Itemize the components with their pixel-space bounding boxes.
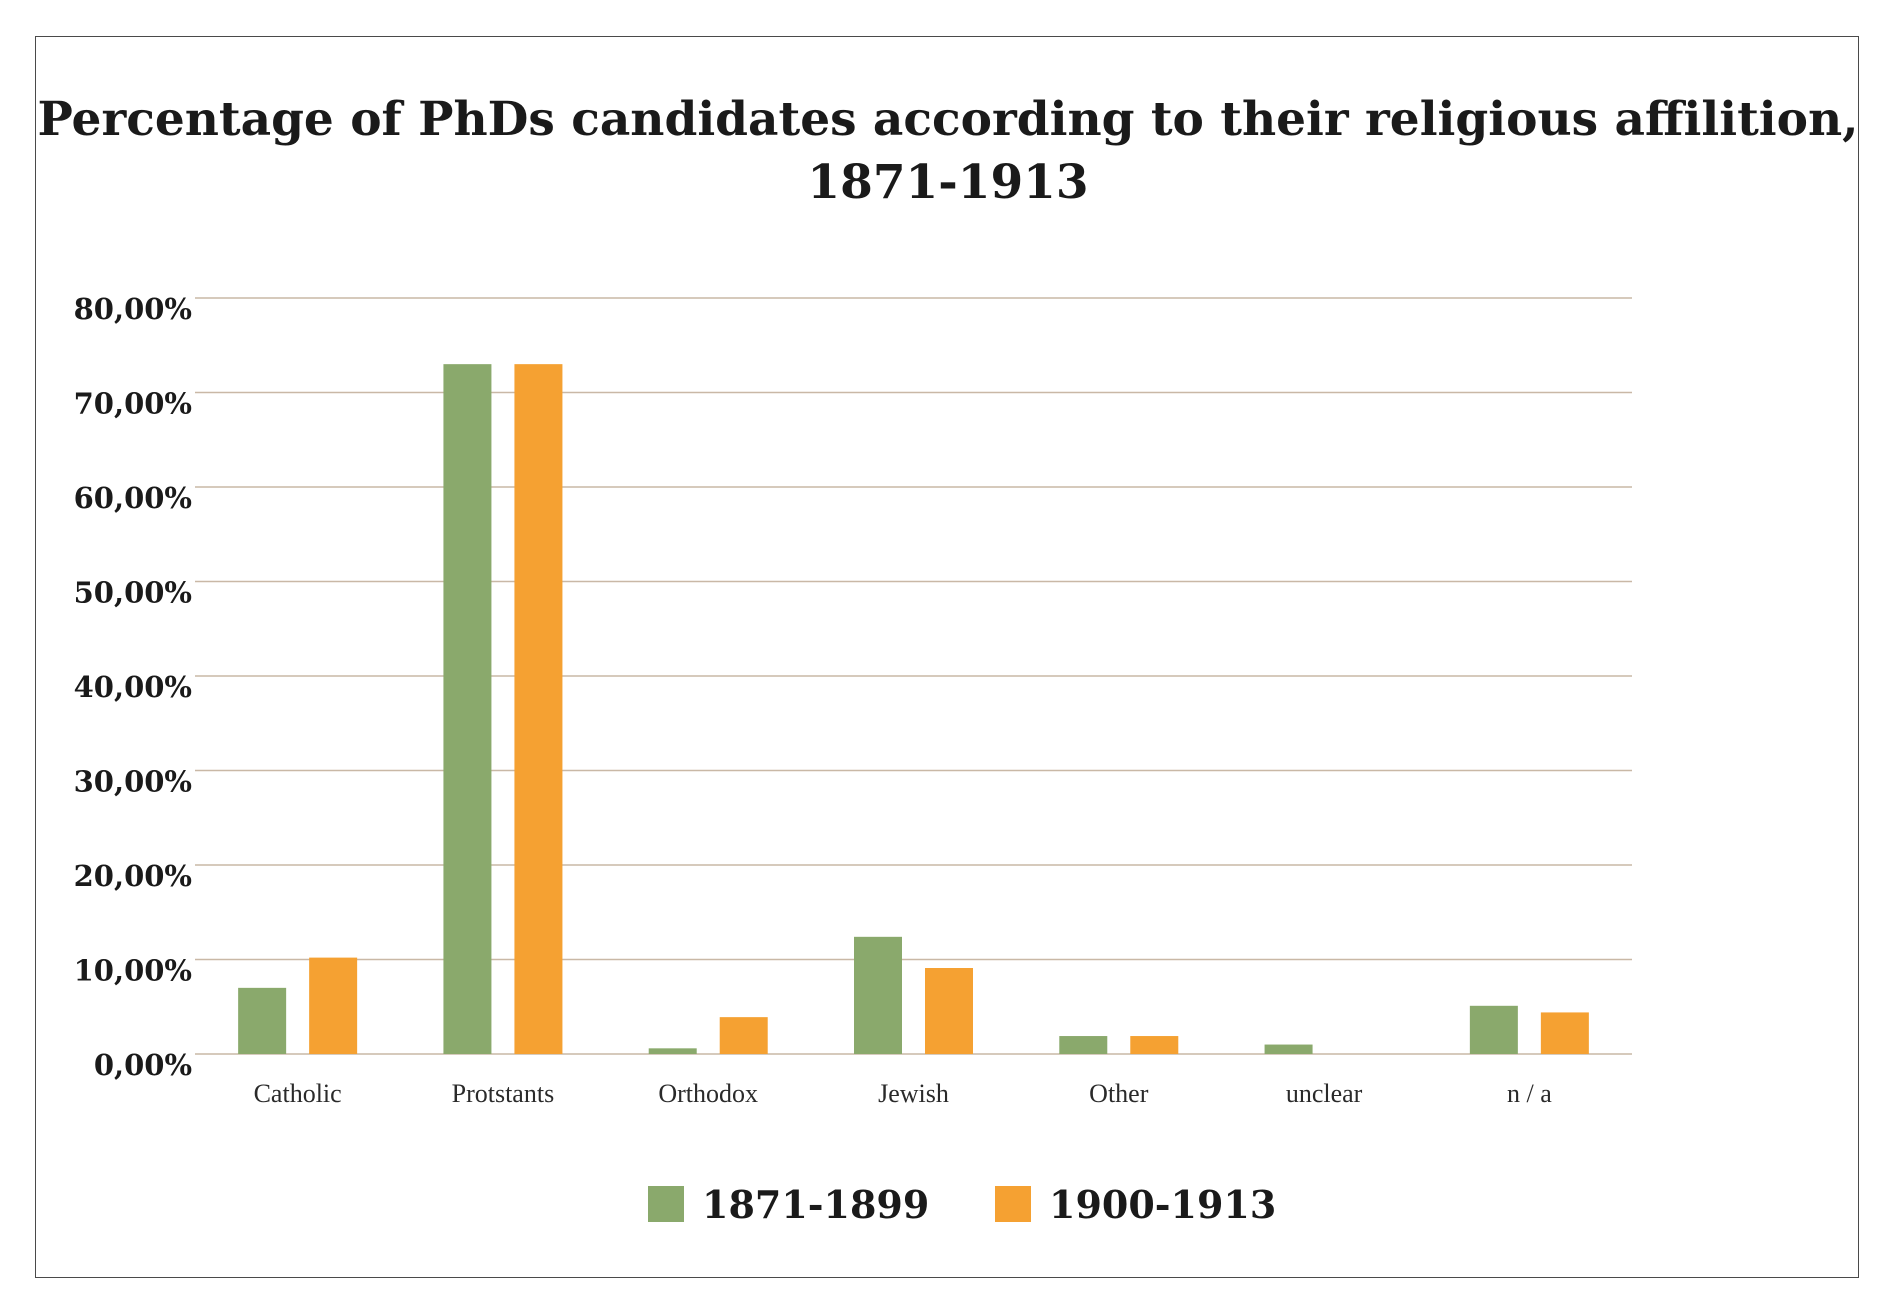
chart-frame (35, 36, 1859, 1278)
bar (309, 957, 358, 1054)
y-tick-label: 20,00% (74, 859, 192, 893)
chart-title-line-1: Percentage of PhDs candidates according … (37, 92, 1858, 147)
y-tick-label: 0,00% (94, 1048, 192, 1082)
bar (719, 1017, 768, 1054)
y-tick-label: 30,00% (74, 765, 192, 799)
gridlines (195, 297, 1632, 1055)
bar (1264, 1044, 1313, 1054)
legend-swatch (648, 1186, 684, 1222)
x-tick-label: Catholic (254, 1079, 342, 1108)
bar (1469, 1005, 1518, 1054)
bar (443, 364, 492, 1054)
x-tick-label: Orthodox (658, 1079, 758, 1108)
chart-title-line-2: 1871-1913 (807, 155, 1088, 210)
y-tick-label: 40,00% (74, 670, 192, 704)
bar (1130, 1036, 1179, 1054)
x-tick-label: Protstants (452, 1079, 555, 1108)
x-axis-tick-labels: Catholic Protstants Orthodox Jewish Other unc… (254, 1079, 1553, 1108)
y-tick-label: 50,00% (74, 576, 192, 610)
y-tick-label: 80,00% (74, 292, 192, 326)
bar (925, 968, 973, 1054)
legend-swatch (995, 1186, 1031, 1222)
bar (514, 364, 563, 1054)
x-tick-label: Other (1089, 1079, 1149, 1108)
bar (854, 936, 902, 1054)
y-tick-label: 70,00% (74, 387, 192, 421)
y-tick-label: 10,00% (74, 954, 192, 988)
x-tick-label: Jewish (878, 1079, 949, 1108)
legend-label: 1900-1913 (1049, 1182, 1276, 1227)
legend: 1871-1899 1900-1913 (648, 1182, 1276, 1227)
chart-title: Percentage of PhDs candidates according … (37, 92, 1858, 210)
x-tick-label: n / a (1507, 1079, 1552, 1108)
y-tick-label: 60,00% (74, 481, 192, 515)
bar (1540, 1012, 1589, 1054)
bar (1059, 1036, 1108, 1054)
legend-label: 1871-1899 (702, 1182, 929, 1227)
x-tick-label: unclear (1286, 1079, 1363, 1108)
y-axis-tick-labels: 0,00% 10,00% 20,00% 30,00% 40,00% 50,00% 60,00… (74, 292, 192, 1082)
bar (648, 1048, 697, 1054)
bar (238, 987, 287, 1054)
bars (238, 364, 1589, 1054)
